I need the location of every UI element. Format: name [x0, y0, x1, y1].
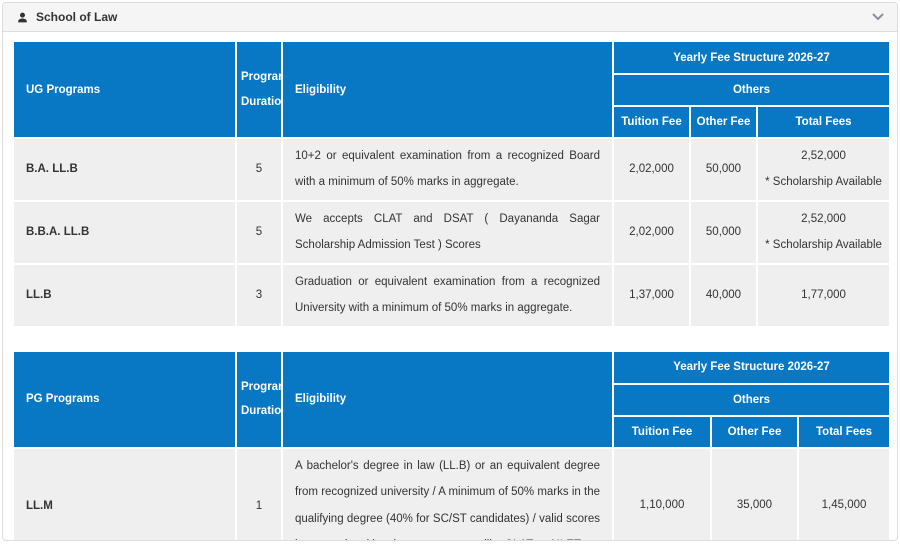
program-name: LL.B: [12, 262, 237, 328]
column-header-other-fee: Other Fee: [710, 414, 799, 449]
column-header-others: Others: [611, 73, 892, 107]
eligibility-text: Graduation or equivalent examination fro…: [281, 262, 614, 328]
other-fee-value: 50,000: [689, 199, 758, 265]
table-row: B.B.A. LL.B 5 We accepts CLAT and DSAT (…: [12, 199, 892, 265]
program-duration: 1: [235, 446, 283, 540]
column-header-eligibility: Eligibility: [281, 349, 614, 449]
table-header-row: Others: [13, 382, 892, 417]
program-name: B.B.A. LL.B: [12, 199, 237, 265]
collapse-toggle[interactable]: [872, 13, 884, 21]
table-header-row: Tuition Fee Other Fee Total Fees: [13, 414, 892, 449]
user-icon: [18, 12, 27, 22]
column-header-program-duration: Program Duration: [235, 40, 283, 139]
program-duration: 5: [235, 137, 283, 202]
other-fee-value: 50,000: [689, 137, 758, 202]
ug-programs-table: UG Programs Program Duration Eligibility…: [12, 40, 892, 328]
column-header-eligibility: Eligibility: [281, 40, 614, 139]
program-duration: 3: [235, 262, 283, 328]
total-fee-value: 1,45,000: [821, 499, 867, 512]
column-header-total-fees: Total Fees: [796, 414, 892, 449]
total-fee-cell: 1,77,000: [755, 262, 892, 328]
tuition-fee-value: 2,02,000: [612, 199, 691, 265]
column-header-ug-programs: UG Programs: [12, 40, 237, 139]
eligibility-text: 10+2 or equivalent examination from a re…: [281, 137, 614, 202]
column-header-yearly-fee-structure: Yearly Fee Structure 2026-27: [611, 40, 892, 75]
column-header-others: Others: [611, 382, 892, 417]
other-fee-value: 35,000: [710, 446, 799, 540]
column-header-program-duration: Program Duration: [235, 349, 283, 449]
panel-body: UG Programs Program Duration Eligibility…: [3, 32, 897, 540]
column-header-other-fee: Other Fee: [689, 105, 758, 139]
program-name: LL.M: [12, 446, 237, 540]
table-header-row: Tuition Fee Other Fee Total Fees: [13, 105, 892, 139]
total-fee-value: 2,52,000: [801, 212, 846, 225]
tuition-fee-value: 2,02,000: [612, 137, 691, 202]
tuition-fee-value: 1,37,000: [612, 262, 691, 328]
total-fee-cell: 2,52,000 * Scholarship Available: [755, 199, 892, 265]
pg-programs-table: PG Programs Program Duration Eligibility…: [12, 349, 892, 540]
program-name: B.A. LL.B: [12, 137, 237, 202]
column-header-tuition-fee: Tuition Fee: [612, 414, 712, 449]
total-fee-value: 1,77,000: [801, 288, 846, 301]
scholarship-note: * Scholarship Available: [765, 239, 882, 252]
tuition-fee-value: 1,10,000: [612, 446, 712, 540]
column-header-yearly-fee-structure: Yearly Fee Structure 2026-27: [611, 349, 892, 385]
other-fee-value: 40,000: [689, 262, 758, 328]
table-row: B.A. LL.B 5 10+2 or equivalent examinati…: [12, 137, 892, 202]
column-header-pg-programs: PG Programs: [12, 349, 237, 449]
column-header-total-fees: Total Fees: [755, 105, 892, 139]
table-header-row: UG Programs Program Duration Eligibility…: [12, 40, 892, 139]
table-header-row: Others: [13, 73, 892, 107]
table-gap: [12, 328, 888, 350]
column-header-tuition-fee: Tuition Fee: [612, 105, 691, 139]
section-title: School of Law: [36, 10, 118, 24]
eligibility-text: We accepts CLAT and DSAT ( Dayananda Sag…: [281, 199, 614, 265]
table-header-row: PG Programs Program Duration Eligibility…: [12, 349, 892, 449]
total-fee-cell: 2,52,000 * Scholarship Available: [755, 137, 892, 202]
eligibility-text: A bachelor's degree in law (LL.B) or an …: [281, 446, 614, 540]
chevron-down-icon: [872, 13, 884, 21]
table-row: LL.B 3 Graduation or equivalent examinat…: [12, 262, 892, 328]
scholarship-note: * Scholarship Available: [765, 176, 882, 189]
table-row: LL.M 1 A bachelor's degree in law (LL.B)…: [12, 446, 892, 540]
total-fee-value: 2,52,000: [801, 150, 846, 162]
accordion-header-school-of-law[interactable]: School of Law: [3, 3, 897, 32]
program-duration: 5: [235, 199, 283, 265]
total-fee-cell: 1,45,000: [796, 446, 892, 540]
